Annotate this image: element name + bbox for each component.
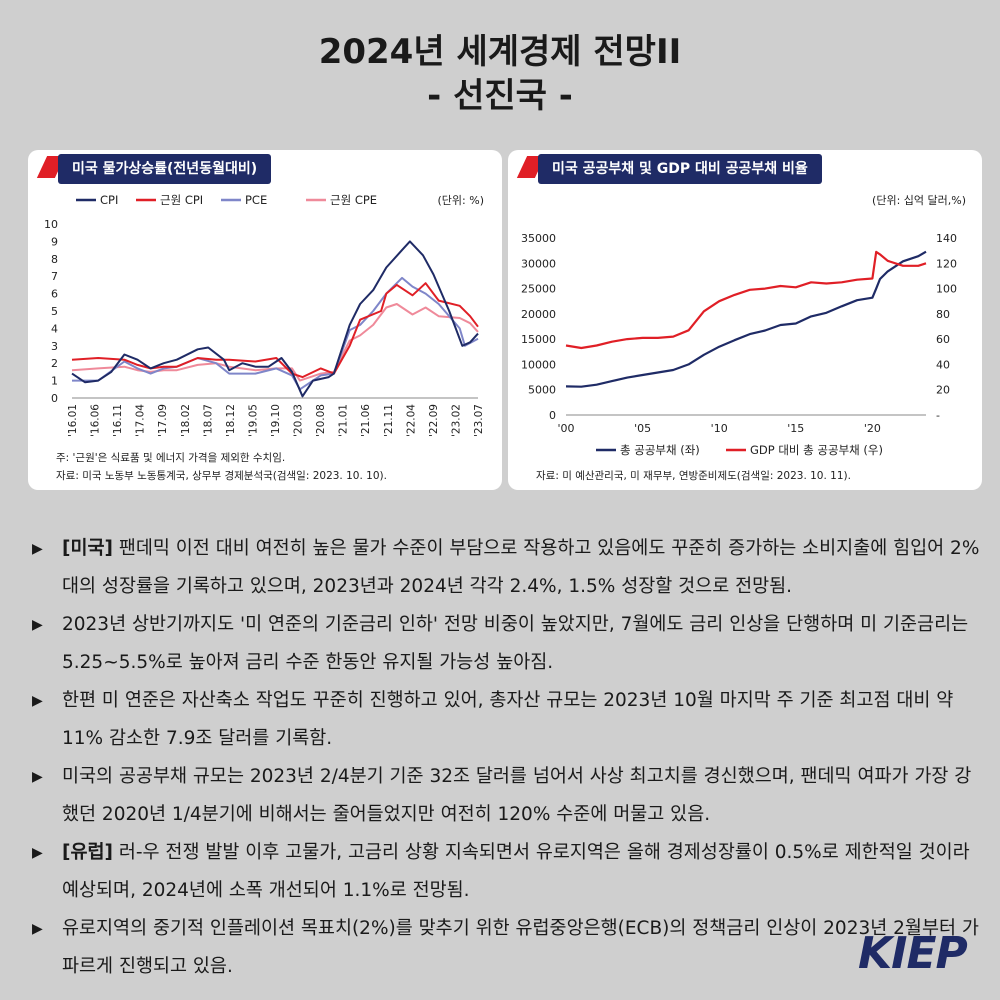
bullet-item: ▶ 한편 미 연준은 자산축소 작업도 꾸준히 진행하고 있어, 총자산 규모는 … [32, 682, 982, 758]
page-title-line2: - 선진국 - [427, 76, 573, 116]
y-left-tick-label: 20000 [521, 308, 556, 321]
series-line-GDP 대비 총 공공부채 (우) [565, 250, 927, 350]
page-title: 2024년 세계경제 전망II - 선진국 - [0, 30, 1000, 118]
kiep-logo: KIEP [858, 928, 968, 979]
y-tick-label: 1 [51, 375, 58, 388]
bullet-text: 유로지역의 중기적 인플레이션 목표치(2%)를 맞추기 위한 유럽중앙은행(E… [62, 918, 979, 977]
y-right-tick-label: 20 [936, 384, 950, 397]
bullet-tag: [미국] [62, 538, 113, 559]
legend-label: GDP 대비 총 공공부채 (우) [750, 443, 883, 457]
y-tick-label: 8 [51, 253, 58, 266]
x-tick-label: '22.09 [428, 404, 440, 437]
y-tick-label: 3 [51, 340, 58, 353]
series-line-CPI [71, 240, 479, 398]
bullet-list: ▶ [미국] 팬데믹 이전 대비 여전히 높은 물가 수준이 부담으로 작용하고 … [32, 530, 982, 986]
bullet-text: 팬데믹 이전 대비 여전히 높은 물가 수준이 부담으로 작용하고 있음에도 꾸… [62, 538, 980, 597]
bullet-arrow-icon: ▶ [32, 769, 43, 785]
bullet-item: ▶ [유럽] 러-우 전쟁 발발 이후 고물가, 고금리 상황 지속되면서 유로지… [32, 834, 982, 910]
y-right-tick-label: 80 [936, 308, 950, 321]
y-right-tick-label: - [936, 409, 940, 422]
x-tick-label: '22.04 [405, 404, 417, 437]
legend-label: CPI [100, 193, 118, 207]
x-tick-label: '00 [557, 422, 574, 435]
y-tick-label: 4 [51, 322, 58, 335]
bullet-text: 한편 미 연준은 자산축소 작업도 꾸준히 진행하고 있어, 총자산 규모는 2… [62, 690, 954, 749]
y-tick-label: 5 [51, 305, 58, 318]
y-left-tick-label: 0 [549, 409, 556, 422]
y-right-tick-label: 100 [936, 283, 957, 296]
x-tick-label: '10 [711, 422, 728, 435]
y-right-tick-label: 140 [936, 232, 957, 245]
legend-label: PCE [245, 193, 267, 207]
bullet-item: ▶ 미국의 공공부채 규모는 2023년 2/4분기 기준 32조 달러를 넘어서… [32, 758, 982, 834]
x-tick-label: '05 [634, 422, 651, 435]
y-left-tick-label: 30000 [521, 257, 556, 270]
y-tick-label: 9 [51, 235, 58, 248]
x-tick-label: '18.07 [202, 404, 214, 437]
debt-chart-card: 미국 공공부채 및 GDP 대비 공공부채 비율 (단위: 십억 달러,%) 0 5… [508, 150, 982, 490]
bullet-arrow-icon: ▶ [32, 693, 43, 709]
page-title-line1: 2024년 세계경제 전망II [318, 32, 682, 72]
inflation-source: 자료: 미국 노동부 노동통계국, 상무부 경제분석국(검색일: 2023. 1… [56, 470, 387, 482]
bullet-arrow-icon: ▶ [32, 617, 43, 633]
y-left-tick-label: 5000 [528, 384, 556, 397]
bullet-tag: [유럽] [62, 842, 113, 863]
y-tick-label: 0 [51, 392, 58, 405]
debt-chart: (단위: 십억 달러,%) 0 5000 10000 15000 20000 25000 30… [521, 194, 966, 457]
x-tick-label: '16.06 [90, 404, 102, 437]
y-left-tick-label: 35000 [521, 232, 556, 245]
debt-source: 자료: 미 예산관리국, 미 재무부, 연방준비제도(검색일: 2023. 10… [536, 470, 851, 482]
series-line-PCE [72, 276, 479, 391]
inflation-chart-title: 미국 물가상승률(전년동월대비) [58, 154, 272, 184]
y-right-tick-label: 120 [936, 257, 957, 270]
legend-label: 근원 CPI [160, 193, 203, 207]
x-tick-label: '20 [864, 422, 881, 435]
x-tick-label: '20.03 [293, 404, 305, 437]
legend-label: 근원 CPE [330, 193, 377, 207]
x-tick-label: '23.07 [473, 404, 485, 437]
debt-chart-title: 미국 공공부채 및 GDP 대비 공공부채 비율 [538, 154, 822, 184]
x-tick-label: '18.02 [180, 404, 192, 437]
x-tick-label: '21.11 [383, 404, 395, 437]
x-tick-label: '23.02 [450, 404, 462, 437]
bullet-item: ▶ [미국] 팬데믹 이전 대비 여전히 높은 물가 수준이 부담으로 작용하고 … [32, 530, 982, 606]
x-tick-label: '19.05 [247, 404, 259, 437]
chart-unit: (단위: %) [438, 194, 484, 207]
chart-unit: (단위: 십억 달러,%) [872, 194, 966, 207]
y-left-tick-label: 10000 [521, 358, 556, 371]
y-tick-label: 6 [51, 288, 58, 301]
x-tick-label: '16.01 [67, 404, 79, 437]
x-tick-label: '18.12 [225, 404, 237, 437]
y-tick-label: 2 [51, 357, 58, 370]
x-tick-label: '15 [787, 422, 804, 435]
inflation-chart: (단위: %) CPI 근원 CPI PCE 근원 CPE 0 1 2 3 4 5 6 7 8 9 10 '16… [44, 193, 485, 437]
bullet-item: ▶ 유로지역의 중기적 인플레이션 목표치(2%)를 맞추기 위한 유럽중앙은행(… [32, 910, 982, 986]
bullet-text: 러-우 전쟁 발발 이후 고물가, 고금리 상황 지속되면서 유로지역은 올해 … [62, 842, 970, 901]
x-tick-label: '17.09 [157, 404, 169, 437]
bullet-arrow-icon: ▶ [32, 541, 43, 557]
series-line-총 공공부채 (좌) [565, 250, 927, 388]
x-tick-label: '21.06 [360, 404, 372, 437]
bullet-arrow-icon: ▶ [32, 845, 43, 861]
inflation-note: 주: '근원'은 식료품 및 에너지 가격을 제외한 수치임. [56, 452, 286, 464]
y-left-tick-label: 15000 [521, 333, 556, 346]
series-line-근원 CPI [71, 282, 479, 379]
x-tick-label: '20.08 [315, 404, 327, 437]
y-right-tick-label: 40 [936, 358, 950, 371]
x-tick-label: '16.11 [112, 404, 124, 437]
bullet-text: 2023년 상반기까지도 '미 연준의 기준금리 인하' 전망 비중이 높았지만… [62, 614, 969, 673]
bullet-item: ▶ 2023년 상반기까지도 '미 연준의 기준금리 인하' 전망 비중이 높았지… [32, 606, 982, 682]
legend-label: 총 공공부채 (좌) [620, 443, 700, 457]
y-left-tick-label: 25000 [521, 283, 556, 296]
x-tick-label: '19.10 [270, 404, 282, 437]
x-tick-label: '21.01 [338, 404, 350, 437]
y-tick-label: 7 [51, 270, 58, 283]
x-tick-label: '17.04 [135, 404, 147, 437]
inflation-chart-card: 미국 물가상승률(전년동월대비) (단위: %) CPI 근원 CPI PCE 근원 C… [28, 150, 502, 490]
y-right-tick-label: 60 [936, 333, 950, 346]
bullet-text: 미국의 공공부채 규모는 2023년 2/4분기 기준 32조 달러를 넘어서 … [62, 766, 972, 825]
bullet-arrow-icon: ▶ [32, 921, 43, 937]
y-tick-label: 10 [44, 218, 58, 231]
